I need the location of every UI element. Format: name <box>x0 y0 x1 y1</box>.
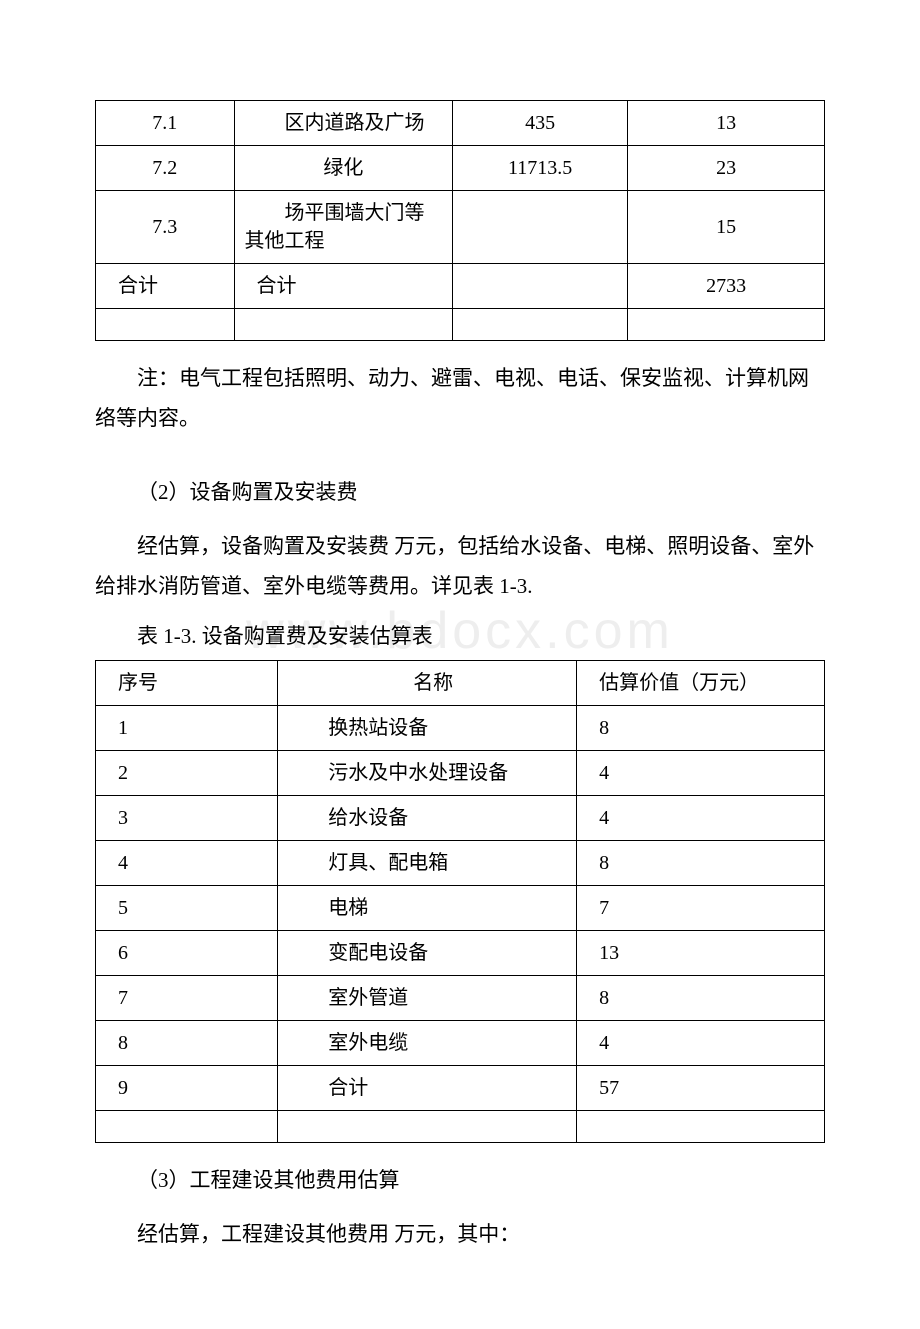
cell-sum-label: 合计 <box>96 264 235 309</box>
cell-name: 区内道路及广场 <box>234 101 453 146</box>
cell-val: 4 <box>577 751 825 796</box>
table-row-sum: 合计 合计 2733 <box>96 264 825 309</box>
cell-sum-name: 合计 <box>234 264 453 309</box>
cell-name: 合计 <box>278 1066 577 1111</box>
table-row: 3 给水设备 4 <box>96 796 825 841</box>
cell-name: 变配电设备 <box>278 931 577 976</box>
cell-name: 换热站设备 <box>278 706 577 751</box>
cell-name: 室外电缆 <box>278 1021 577 1066</box>
cell-no: 3 <box>96 796 278 841</box>
table-row: 5 电梯 7 <box>96 886 825 931</box>
cell-name: 室外管道 <box>278 976 577 1021</box>
cell-no: 4 <box>96 841 278 886</box>
cell-val: 57 <box>577 1066 825 1111</box>
table-equipment-cost: 序号 名称 估算价值（万元） 1 换热站设备 8 2 污水及中水处理设备 4 3… <box>95 660 825 1143</box>
cell-qty <box>453 191 628 264</box>
header-name: 名称 <box>278 661 577 706</box>
header-val: 估算价值（万元） <box>577 661 825 706</box>
cell-no: 8 <box>96 1021 278 1066</box>
section-heading-2: （2）设备购置及安装费 <box>95 473 825 513</box>
cell-val: 4 <box>577 1021 825 1066</box>
cell-no: 7.2 <box>96 146 235 191</box>
cell-val: 4 <box>577 796 825 841</box>
header-no: 序号 <box>96 661 278 706</box>
table-row: 1 换热站设备 8 <box>96 706 825 751</box>
cell-name: 场平围墙大门等其他工程 <box>234 191 453 264</box>
cell-val: 7 <box>577 886 825 931</box>
cell-no: 7.1 <box>96 101 235 146</box>
cell-sum-val: 2733 <box>628 264 825 309</box>
cell-no: 9 <box>96 1066 278 1111</box>
table-row: 9 合计 57 <box>96 1066 825 1111</box>
cell-no: 7.3 <box>96 191 235 264</box>
table-row: 7.2 绿化 11713.5 23 <box>96 146 825 191</box>
table-row: 7.1 区内道路及广场 435 13 <box>96 101 825 146</box>
cell-qty: 11713.5 <box>453 146 628 191</box>
cell-qty: 435 <box>453 101 628 146</box>
table-row: 7 室外管道 8 <box>96 976 825 1021</box>
table-row: 7.3 场平围墙大门等其他工程 15 <box>96 191 825 264</box>
cell-name: 电梯 <box>278 886 577 931</box>
cell-no: 6 <box>96 931 278 976</box>
table-row: 6 变配电设备 13 <box>96 931 825 976</box>
table-row-blank <box>96 309 825 341</box>
cell-val: 8 <box>577 706 825 751</box>
cell-name: 污水及中水处理设备 <box>278 751 577 796</box>
section-body-3: 经估算，工程建设其他费用 万元，其中： <box>95 1215 825 1255</box>
cell-val: 13 <box>628 101 825 146</box>
cell-no: 1 <box>96 706 278 751</box>
cell-name: 绿化 <box>234 146 453 191</box>
cell-name: 灯具、配电箱 <box>278 841 577 886</box>
note-paragraph: 注：电气工程包括照明、动力、避雷、电视、电话、保安监视、计算机网络等内容。 <box>95 359 825 439</box>
cell-no: 5 <box>96 886 278 931</box>
section-heading-3: （3）工程建设其他费用估算 <box>95 1161 825 1201</box>
cell-no: 7 <box>96 976 278 1021</box>
table-row: 2 污水及中水处理设备 4 <box>96 751 825 796</box>
table-caption: 表 1-3. 设备购置费及安装估算表 <box>95 620 825 654</box>
table-header-row: 序号 名称 估算价值（万元） <box>96 661 825 706</box>
cell-val: 15 <box>628 191 825 264</box>
table-row: 4 灯具、配电箱 8 <box>96 841 825 886</box>
table-row-blank <box>96 1111 825 1143</box>
cell-empty <box>453 264 628 309</box>
table-row: 8 室外电缆 4 <box>96 1021 825 1066</box>
section-body-2: 经估算，设备购置及安装费 万元，包括给水设备、电梯、照明设备、室外给排水消防管道… <box>95 527 825 607</box>
cell-no: 2 <box>96 751 278 796</box>
cell-val: 8 <box>577 841 825 886</box>
cell-name: 给水设备 <box>278 796 577 841</box>
cell-val: 13 <box>577 931 825 976</box>
table-site-engineering: 7.1 区内道路及广场 435 13 7.2 绿化 11713.5 23 7.3… <box>95 100 825 341</box>
cell-val: 8 <box>577 976 825 1021</box>
cell-val: 23 <box>628 146 825 191</box>
